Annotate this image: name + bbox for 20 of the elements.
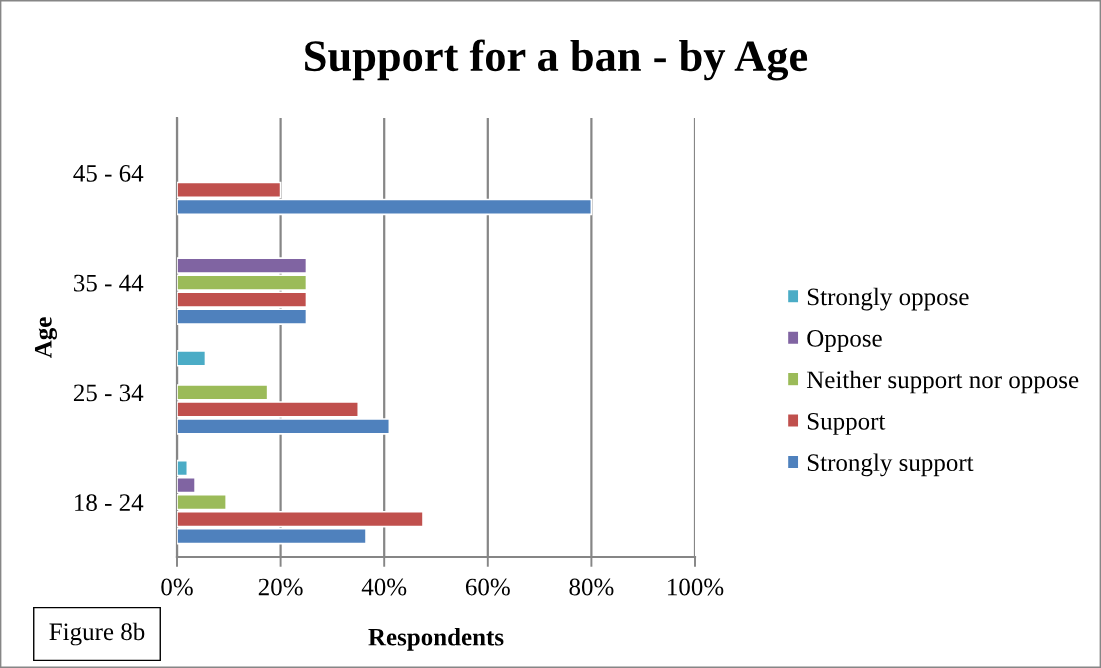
y-tick-label: 45 - 64 — [73, 164, 144, 182]
x-axis-title: Respondents — [368, 628, 504, 651]
chart-title: Support for a ban - by Age — [305, 39, 808, 81]
legend-label: Neither support nor oppose — [806, 370, 1079, 394]
legend-label: Oppose — [807, 330, 882, 352]
bar — [177, 350, 207, 367]
y-tick-label: 25 - 34 — [73, 384, 144, 402]
y-axis-title: Age — [34, 317, 57, 359]
x-tick-label: 100% — [668, 578, 724, 596]
y-tick-label: 18 - 24 — [75, 494, 144, 512]
x-tick-label: 40% — [361, 578, 407, 596]
x-tick-label: 20% — [258, 578, 303, 596]
caption: Figure 8b — [49, 622, 145, 646]
legend-label: Strongly support — [807, 453, 974, 477]
legend-label: Strongly oppose — [807, 287, 969, 311]
x-tick-label: 0% — [161, 578, 193, 596]
legend-label: Support — [807, 412, 886, 435]
x-tick-label: 60% — [465, 578, 510, 596]
y-tick-label: 35 - 44 — [74, 274, 144, 292]
x-tick-label: 80% — [569, 578, 614, 596]
